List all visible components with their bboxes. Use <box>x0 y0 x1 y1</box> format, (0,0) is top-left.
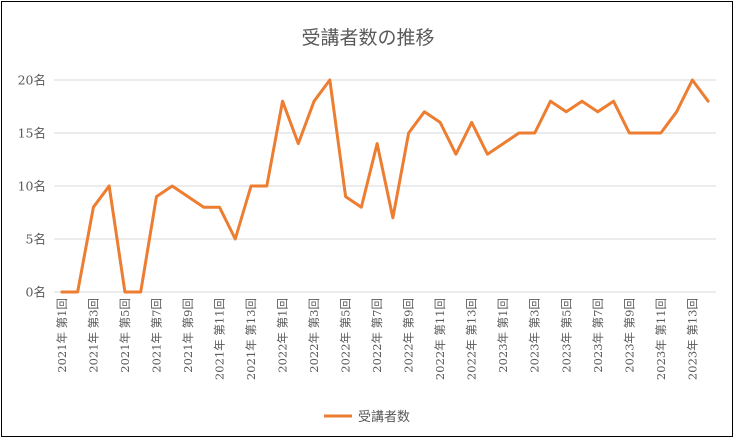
x-tick-label: 2023年 第9回 <box>622 298 636 373</box>
y-tick-label: 20名 <box>18 73 46 88</box>
y-tick-label: 15名 <box>18 126 46 141</box>
x-tick-label: 2022年 第5回 <box>339 298 353 373</box>
x-tick-label: 2023年 第1回 <box>496 298 510 373</box>
x-tick-label: 2022年 第1回 <box>276 298 290 373</box>
x-tick-label: 2022年 第11回 <box>433 298 447 380</box>
x-tick-label: 2022年 第13回 <box>465 298 479 380</box>
x-tick-label: 2021年 第11回 <box>213 298 227 380</box>
x-tick-label: 2023年 第11回 <box>654 298 668 380</box>
y-axis-ticks: 0名 5名 10名 15名 20名 <box>18 73 46 300</box>
x-tick-label: 2022年 第3回 <box>307 298 321 373</box>
y-tick-label: 10名 <box>18 179 46 194</box>
series-line <box>60 78 710 294</box>
x-tick-label: 2021年 第9回 <box>181 298 195 373</box>
y-tick-label: 0名 <box>26 285 46 300</box>
x-tick-label: 2023年 第5回 <box>559 298 573 373</box>
x-tick-label: 2022年 第7回 <box>370 298 384 373</box>
chart-title: 受講者数の推移 <box>301 27 434 49</box>
x-tick-label: 2021年 第7回 <box>149 298 163 373</box>
x-tick-label: 2021年 第1回 <box>55 298 69 373</box>
x-tick-label: 2021年 第13回 <box>244 298 258 380</box>
x-tick-label: 2021年 第5回 <box>118 298 132 373</box>
y-tick-label: 5名 <box>26 232 46 247</box>
legend: 受講者数 <box>324 409 410 425</box>
x-axis-ticks: 2021年 第1回 2021年 第3回 2021年 第5回 2021年 第7回 2021… <box>55 298 699 380</box>
legend-label: 受講者数 <box>358 409 410 425</box>
x-tick-label: 2023年 第13回 <box>685 298 699 380</box>
x-tick-label: 2021年 第3回 <box>86 298 100 373</box>
x-tick-label: 2022年 第9回 <box>402 298 416 373</box>
x-tick-label: 2023年 第3回 <box>528 298 542 373</box>
x-tick-label: 2023年 第7回 <box>591 298 605 373</box>
